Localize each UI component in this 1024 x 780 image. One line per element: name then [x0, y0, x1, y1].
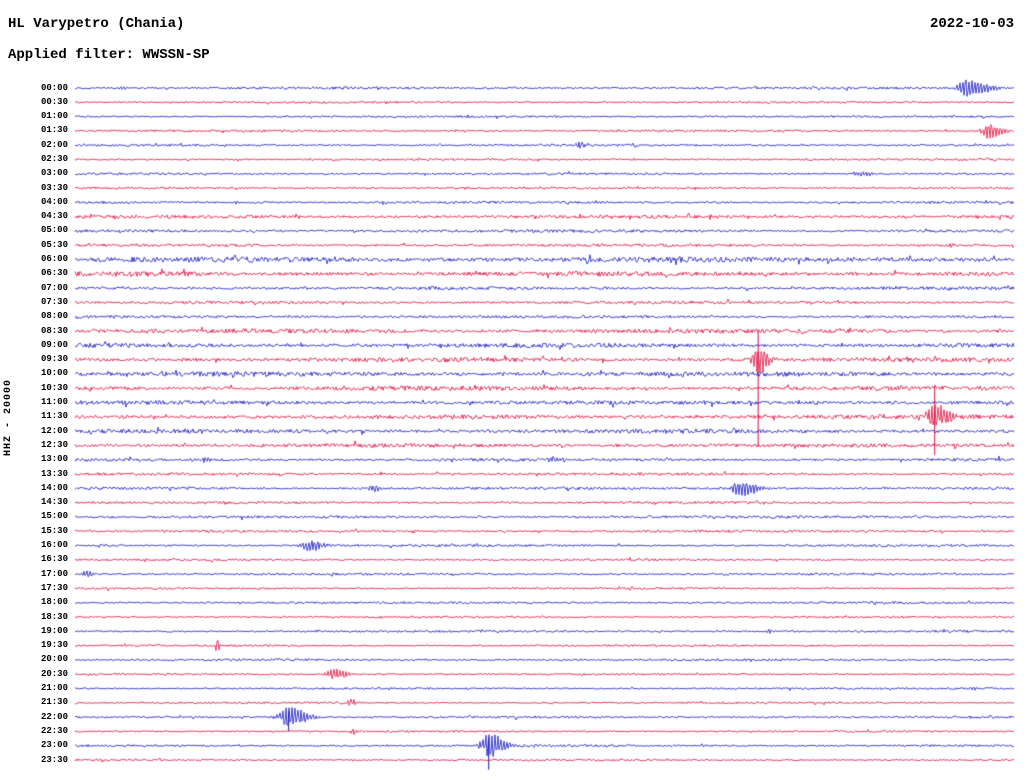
- helicorder-page: HL Varypetro (Chania) 2022-10-03 Applied…: [0, 0, 1024, 780]
- seismogram-canvas: [0, 0, 1024, 780]
